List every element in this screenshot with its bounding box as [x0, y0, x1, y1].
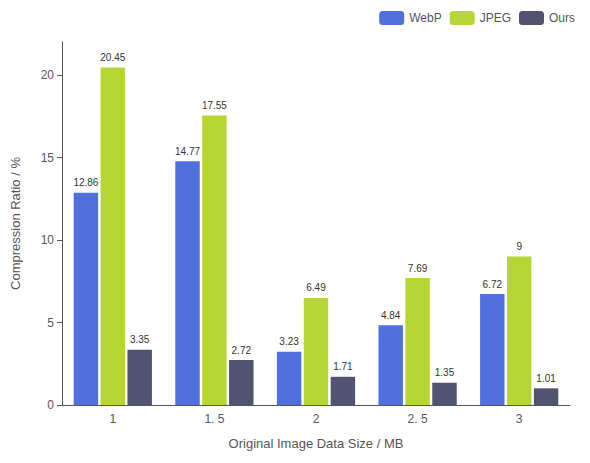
svg-text:5: 5	[47, 316, 54, 330]
svg-text:1. 5: 1. 5	[204, 412, 224, 426]
svg-text:3.23: 3.23	[279, 336, 299, 347]
svg-text:2. 5: 2. 5	[408, 412, 428, 426]
svg-text:JPEG: JPEG	[480, 11, 511, 25]
svg-text:2: 2	[313, 412, 320, 426]
svg-text:1.01: 1.01	[536, 373, 556, 384]
svg-text:1: 1	[109, 412, 116, 426]
svg-text:0: 0	[47, 398, 54, 412]
svg-text:Original Image Data Size / MB: Original Image Data Size / MB	[229, 436, 404, 451]
svg-text:3: 3	[516, 412, 523, 426]
svg-text:7.69: 7.69	[408, 263, 428, 274]
svg-text:20.45: 20.45	[100, 52, 125, 63]
svg-text:17.55: 17.55	[202, 100, 227, 111]
svg-text:2.72: 2.72	[232, 345, 252, 356]
svg-text:Compression Ratio / %: Compression Ratio / %	[8, 157, 23, 290]
svg-text:1.71: 1.71	[333, 361, 353, 372]
svg-text:WebP: WebP	[409, 11, 441, 25]
svg-text:14.77: 14.77	[175, 146, 200, 157]
svg-text:Ours: Ours	[549, 11, 575, 25]
svg-text:9: 9	[516, 241, 522, 252]
svg-text:1.35: 1.35	[435, 367, 455, 378]
svg-text:4.84: 4.84	[381, 310, 401, 321]
svg-text:10: 10	[41, 233, 55, 247]
svg-text:3.35: 3.35	[130, 334, 150, 345]
svg-text:6.72: 6.72	[483, 279, 503, 290]
svg-text:6.49: 6.49	[306, 282, 326, 293]
svg-text:20: 20	[41, 68, 55, 82]
svg-text:12.86: 12.86	[73, 177, 98, 188]
svg-text:15: 15	[41, 151, 55, 165]
